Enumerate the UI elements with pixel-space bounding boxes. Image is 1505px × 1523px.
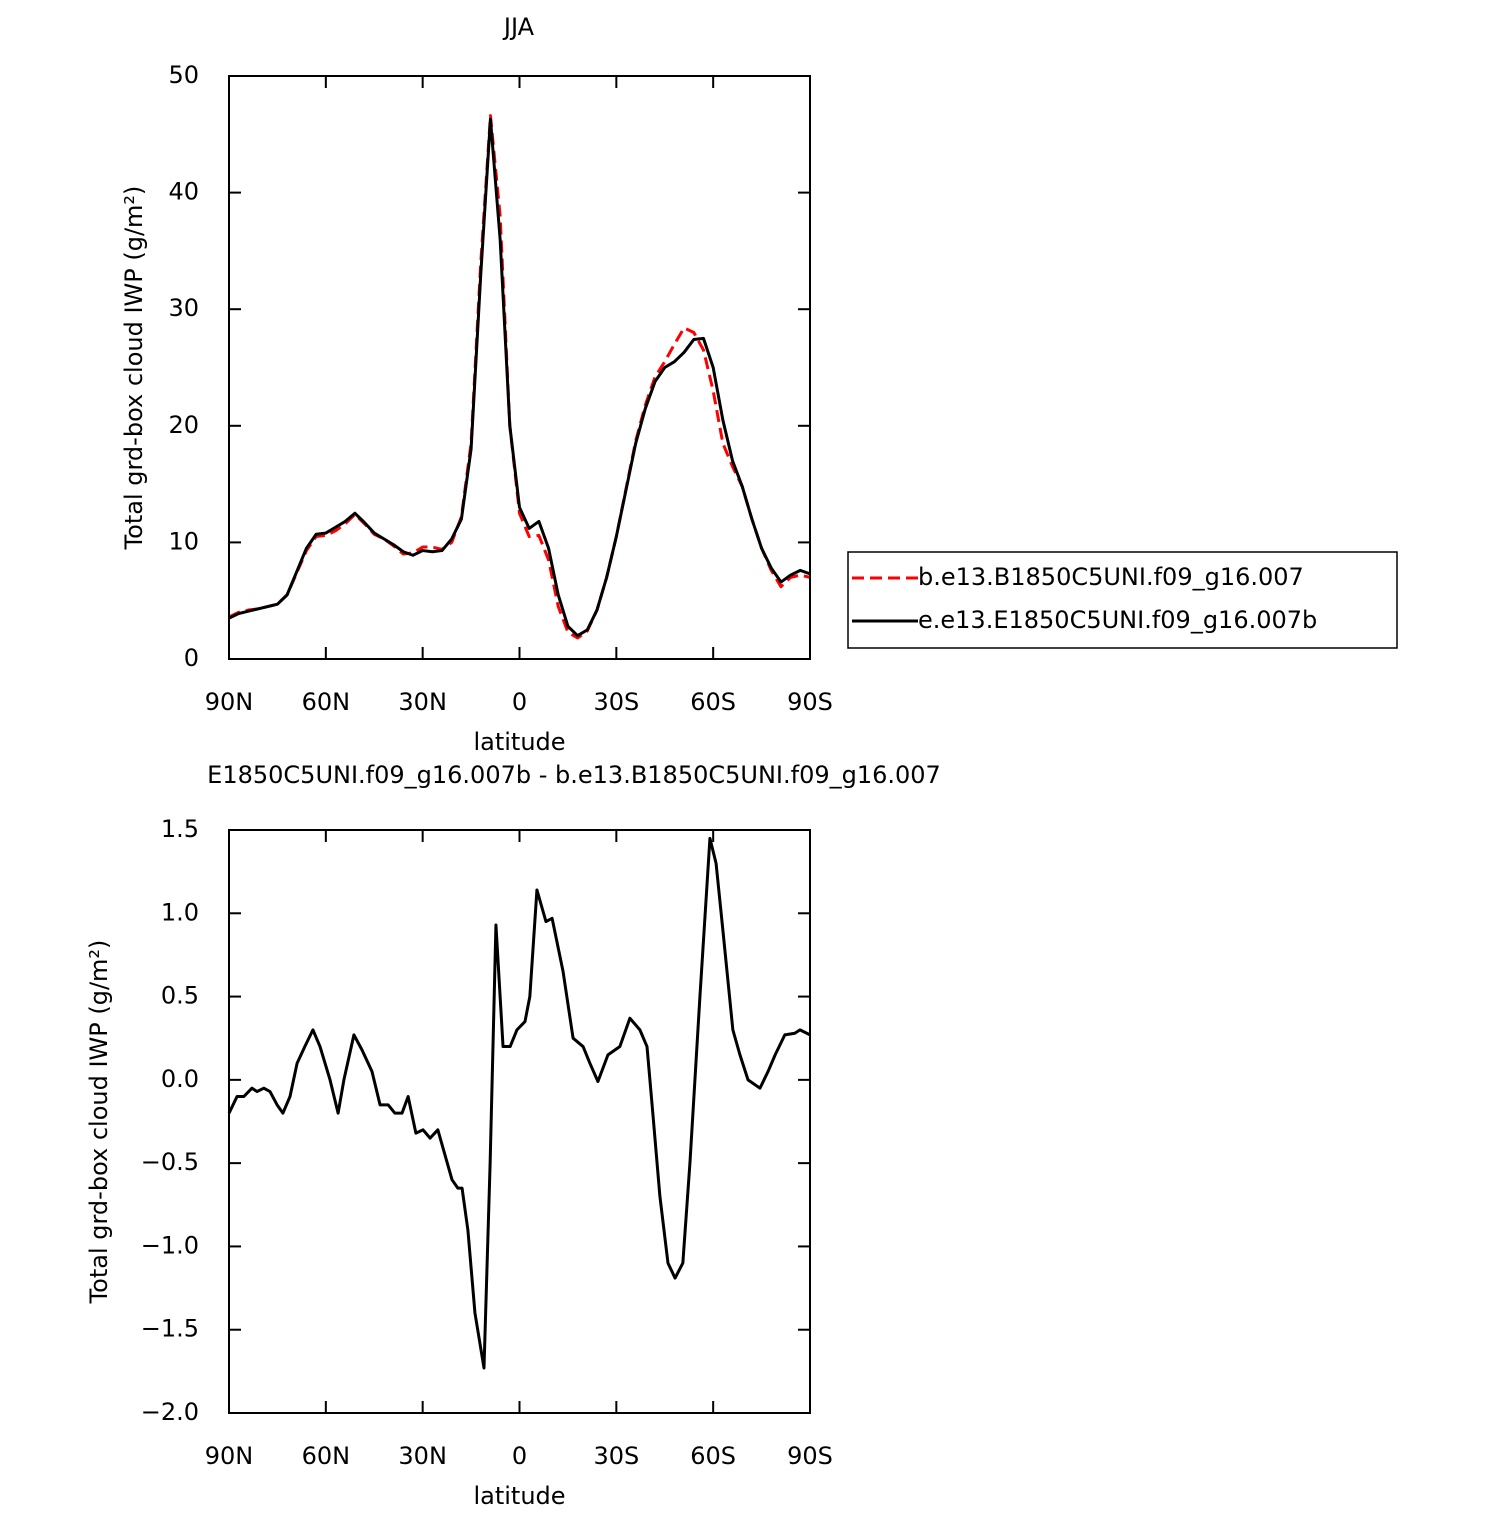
chart-title: E1850C5UNI.f09_g16.007b - b.e13.B1850C5U… xyxy=(207,761,941,789)
x-tick-label: 60N xyxy=(302,688,351,716)
y-tick-label: −1.5 xyxy=(141,1315,199,1343)
x-tick-label: 0 xyxy=(512,1442,527,1470)
x-tick-label: 60N xyxy=(302,1442,351,1470)
legend-label: b.e13.B1850C5UNI.f09_g16.007 xyxy=(918,563,1304,591)
x-axis-label: latitude xyxy=(473,728,565,756)
data-line xyxy=(227,836,811,1370)
y-tick-label: 30 xyxy=(168,294,199,322)
y-tick-label: −2.0 xyxy=(141,1398,199,1426)
y-tick-label: 50 xyxy=(168,61,199,89)
data-line xyxy=(228,117,811,638)
x-axis-label: latitude xyxy=(473,1482,565,1510)
y-tick-label: 0.0 xyxy=(161,1065,199,1093)
y-tick-label: −0.5 xyxy=(141,1148,199,1176)
plot-frame xyxy=(228,75,811,660)
y-tick-label: 40 xyxy=(168,178,199,206)
x-tick-label: 90S xyxy=(787,688,833,716)
x-tick-label: 30S xyxy=(593,1442,639,1470)
x-tick-label: 30N xyxy=(398,688,447,716)
legend-label: e.e13.E1850C5UNI.f09_g16.007b xyxy=(918,606,1317,634)
x-tick-label: 90N xyxy=(205,688,254,716)
plot-frame xyxy=(228,829,811,1414)
y-tick-label: 20 xyxy=(168,411,199,439)
y-tick-label: −1.0 xyxy=(141,1231,199,1259)
legend-box xyxy=(847,551,1398,649)
y-tick-label: 0.5 xyxy=(161,982,199,1010)
x-tick-label: 30N xyxy=(398,1442,447,1470)
y-axis-label: Total grd-box cloud IWP (g/m²) xyxy=(85,940,113,1305)
y-axis-label: Total grd-box cloud IWP (g/m²) xyxy=(120,186,148,551)
x-tick-label: 30S xyxy=(593,688,639,716)
data-line xyxy=(228,114,811,640)
y-tick-label: 0 xyxy=(184,644,199,672)
x-tick-label: 90S xyxy=(787,1442,833,1470)
y-tick-label: 1.5 xyxy=(161,815,199,843)
x-tick-label: 60S xyxy=(690,1442,736,1470)
y-tick-label: 1.0 xyxy=(161,898,199,926)
chart-title: JJA xyxy=(502,13,535,41)
y-tick-label: 10 xyxy=(168,527,199,555)
x-tick-label: 60S xyxy=(690,688,736,716)
x-tick-label: 0 xyxy=(512,688,527,716)
x-tick-label: 90N xyxy=(205,1442,254,1470)
